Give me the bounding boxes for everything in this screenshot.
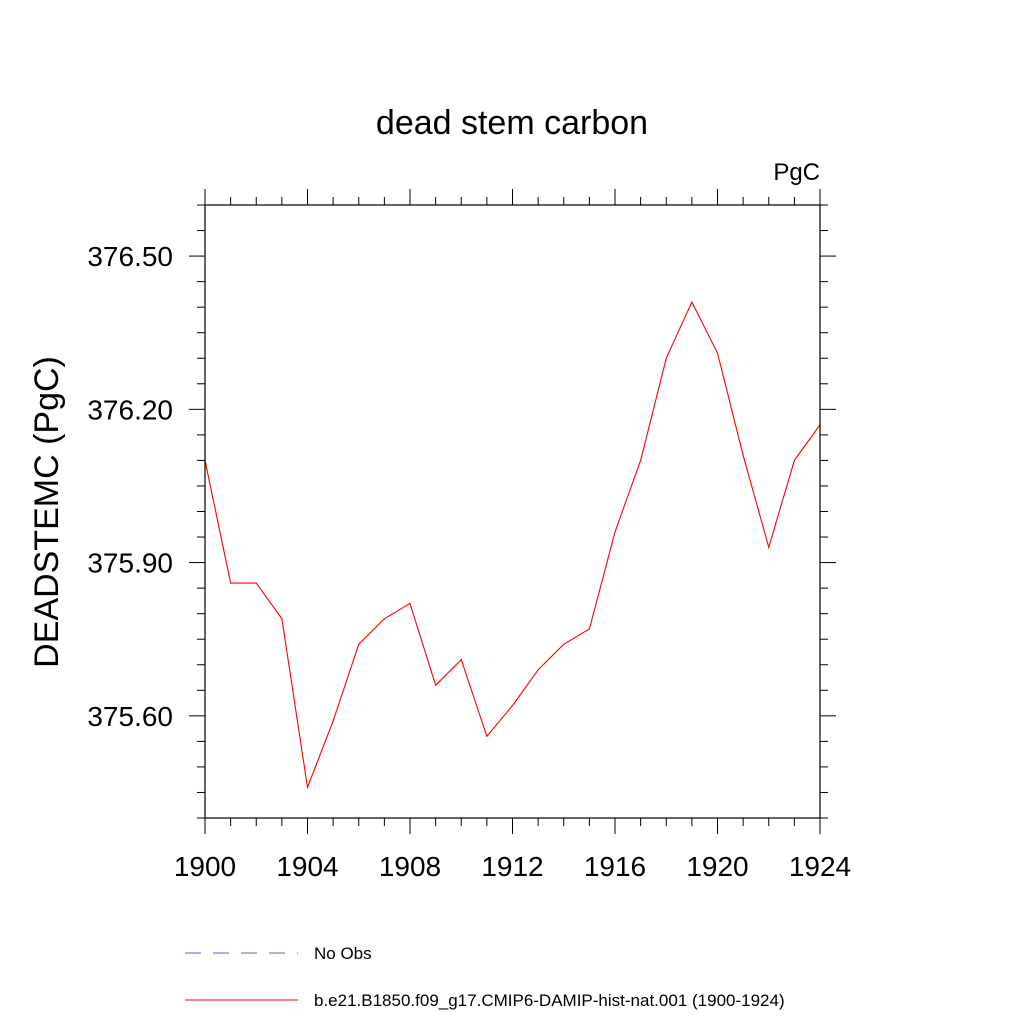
- data-point: [230, 582, 232, 584]
- x-tick-label: 1912: [481, 851, 543, 882]
- data-point: [306, 786, 309, 788]
- data-point: [281, 618, 283, 620]
- x-tick-label: 1908: [379, 851, 441, 882]
- y-tick-label: 376.20: [87, 394, 173, 425]
- x-tick-labels: 1900 1904 1908 1912 1916 1920 1924: [174, 851, 851, 882]
- data-point: [793, 459, 795, 462]
- x-tick-label: 1916: [584, 851, 646, 882]
- x-tick-label: 1920: [686, 851, 748, 882]
- data-point: [358, 643, 360, 645]
- axis-ticks: [189, 189, 836, 834]
- data-point: [665, 357, 667, 359]
- units-label: PgC: [773, 159, 820, 186]
- plot-frame: [204, 204, 821, 819]
- data-point: [614, 531, 616, 533]
- x-tick-label: 1900: [174, 851, 236, 882]
- data-point: [716, 352, 719, 354]
- data-point: [537, 669, 539, 671]
- legend-label: b.e21.B1850.f09_g17.CMIP6-DAMIP-hist-nat…: [314, 991, 785, 1010]
- data-point: [742, 454, 744, 456]
- data-point: [383, 618, 385, 620]
- y-tick-label: 376.50: [87, 241, 173, 272]
- chart-title: dead stem carbon: [376, 104, 648, 142]
- data-point: [691, 301, 693, 303]
- data-point: [640, 459, 642, 462]
- y-axis-label: DEADSTEMC (PgC): [28, 356, 66, 668]
- y-tick-labels: 375.60 375.90 376.20 376.50: [87, 241, 173, 732]
- data-point: [332, 720, 334, 722]
- data-point: [588, 628, 590, 630]
- data-point: [409, 602, 411, 605]
- data-point: [563, 643, 565, 645]
- y-tick-label: 375.60: [87, 701, 173, 732]
- legend-label: No Obs: [314, 944, 372, 963]
- series-layer: [204, 300, 821, 790]
- data-point: [435, 684, 437, 686]
- legend: No Obs b.e21.B1850.f09_g17.CMIP6-DAMIP-hi…: [185, 944, 785, 1010]
- x-tick-label: 1924: [789, 851, 851, 882]
- series-line: [204, 300, 821, 790]
- y-tick-label: 375.90: [87, 548, 173, 579]
- data-point: [255, 582, 257, 584]
- data-point: [486, 735, 488, 737]
- data-point: [768, 546, 770, 548]
- data-point: [460, 659, 462, 661]
- x-tick-label: 1904: [276, 851, 338, 882]
- data-point: [511, 705, 514, 707]
